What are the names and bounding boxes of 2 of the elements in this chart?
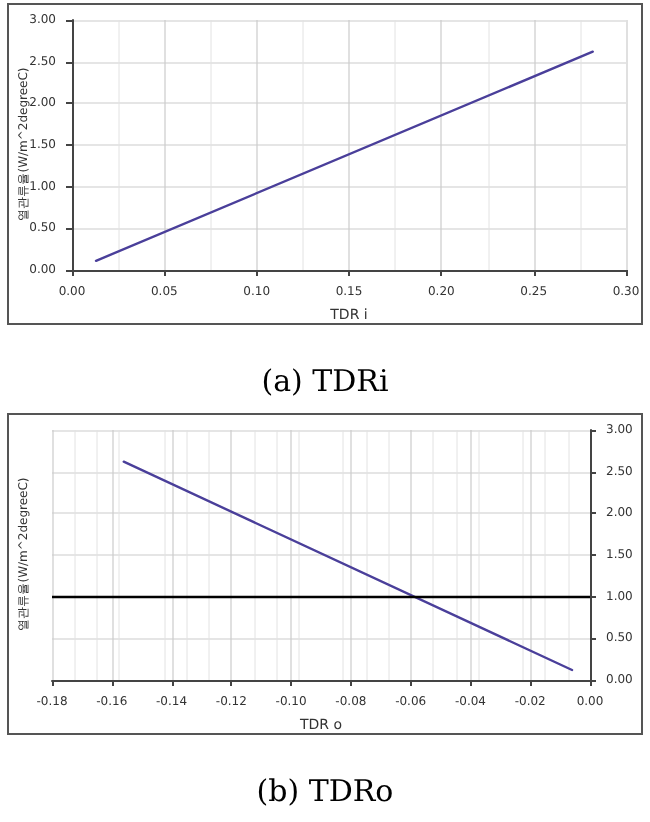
text: (a) TDRi	[261, 363, 389, 399]
text: (b) TDRo	[256, 773, 394, 809]
